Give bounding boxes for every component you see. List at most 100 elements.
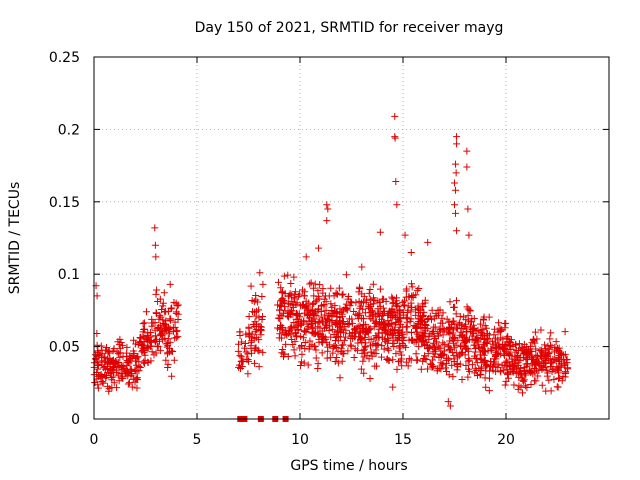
data-point — [365, 289, 373, 297]
data-point — [544, 369, 552, 377]
data-point — [356, 284, 364, 292]
data-point — [515, 340, 523, 348]
data-point — [104, 348, 112, 356]
y-tick-label: 0.2 — [58, 122, 80, 138]
data-point — [479, 331, 487, 339]
data-point — [342, 300, 350, 308]
data-point — [154, 343, 162, 351]
data-point — [537, 353, 545, 361]
data-point — [122, 366, 130, 374]
data-point — [165, 307, 173, 315]
data-point — [503, 366, 511, 374]
data-point — [501, 381, 509, 389]
data-point — [359, 320, 367, 328]
data-point — [444, 328, 452, 336]
data-point — [245, 313, 253, 321]
data-point — [380, 345, 388, 353]
data-point — [403, 328, 411, 336]
data-point — [241, 340, 249, 348]
data-point — [300, 292, 308, 300]
data-point — [314, 330, 322, 338]
data-point — [522, 349, 530, 357]
data-point — [415, 315, 423, 323]
data-point — [135, 363, 143, 371]
data-point — [360, 369, 368, 377]
data-point — [147, 357, 155, 365]
data-point — [283, 312, 291, 320]
data-point — [162, 356, 170, 364]
data-point — [421, 333, 429, 341]
data-point — [391, 134, 399, 142]
data-point — [424, 238, 432, 246]
data-point — [312, 354, 320, 362]
data-point — [338, 310, 346, 318]
data-point — [496, 343, 504, 351]
data-point — [538, 365, 546, 373]
data-point — [465, 356, 473, 364]
data-point — [296, 361, 304, 369]
data-point — [357, 365, 365, 373]
data-point — [454, 363, 462, 371]
data-point — [127, 371, 135, 379]
data-point — [290, 346, 298, 354]
data-point — [453, 297, 461, 305]
data-point — [379, 304, 387, 312]
data-point — [140, 359, 148, 367]
data-point — [153, 286, 161, 294]
data-point — [402, 358, 410, 366]
data-point — [557, 363, 565, 371]
data-point — [400, 333, 408, 341]
data-point — [419, 303, 427, 311]
data-point — [342, 326, 350, 334]
data-point — [506, 342, 514, 350]
data-point — [403, 285, 411, 293]
data-point — [171, 334, 179, 342]
data-point — [439, 331, 447, 339]
data-point — [148, 322, 156, 330]
data-point — [521, 348, 529, 356]
data-point — [278, 346, 286, 354]
data-point — [296, 320, 304, 328]
data-point — [520, 377, 528, 385]
data-point — [374, 305, 382, 313]
data-point — [332, 320, 340, 328]
data-point — [392, 350, 400, 358]
data-point — [245, 357, 253, 365]
data-point — [501, 320, 509, 328]
data-point — [538, 381, 546, 389]
data-point — [324, 205, 332, 213]
data-point — [136, 364, 144, 372]
data-point — [445, 356, 453, 364]
data-point — [357, 302, 365, 310]
data-point — [436, 328, 444, 336]
data-point — [236, 352, 244, 360]
data-point — [97, 374, 105, 382]
data-point — [138, 348, 146, 356]
data-point — [489, 366, 497, 374]
data-point — [276, 325, 284, 333]
data-point — [415, 332, 423, 340]
data-point — [235, 361, 243, 369]
data-point — [327, 284, 335, 292]
plot-frame — [93, 56, 610, 420]
data-point — [353, 346, 361, 354]
data-point — [307, 306, 315, 314]
data-point — [307, 279, 315, 287]
data-point — [115, 341, 123, 349]
data-point — [527, 381, 535, 389]
data-point — [491, 325, 499, 333]
data-point — [109, 357, 117, 365]
data-point — [323, 217, 331, 225]
data-point — [119, 362, 127, 370]
data-point — [541, 352, 549, 360]
data-point — [251, 359, 259, 367]
data-point — [93, 292, 101, 300]
data-point — [292, 310, 300, 318]
data-point — [510, 381, 518, 389]
data-point — [366, 374, 374, 382]
data-point — [432, 312, 440, 320]
data-point — [358, 263, 366, 271]
data-point — [463, 327, 471, 335]
data-point — [554, 353, 562, 361]
data-point — [524, 360, 532, 368]
